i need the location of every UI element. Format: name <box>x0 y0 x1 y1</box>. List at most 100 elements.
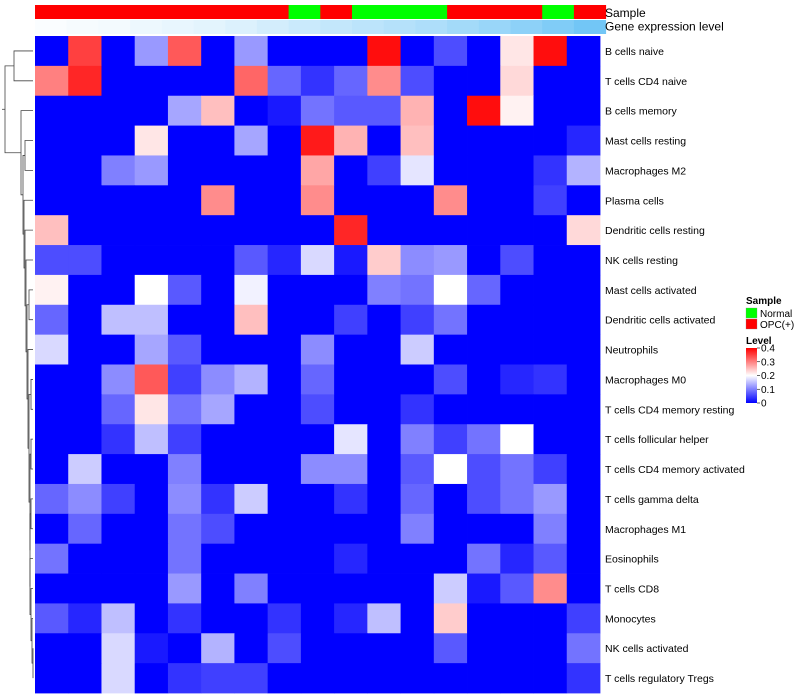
heatmap-cell <box>467 125 501 156</box>
heatmap-cell <box>167 274 202 306</box>
heatmap-cell <box>68 394 102 425</box>
heatmap-cells <box>35 36 601 694</box>
heatmap-cell <box>267 95 302 126</box>
heatmap-cell <box>533 245 568 276</box>
legend-swatch-opc <box>745 318 758 330</box>
heatmap-cell <box>467 155 501 186</box>
heatmap-cell <box>134 543 169 574</box>
dendrogram-branch <box>30 438 33 470</box>
heatmap-cell <box>367 454 401 485</box>
heatmap-cell <box>433 125 468 156</box>
heatmap-cell <box>68 334 102 365</box>
heatmap-cell <box>201 543 235 574</box>
row-label: T cells CD4 memory resting <box>605 404 734 416</box>
heatmap-cell <box>201 663 235 694</box>
heatmap-cell <box>433 633 468 664</box>
heatmap-cell <box>467 394 501 425</box>
heatmap-cell <box>68 155 102 186</box>
heatmap-cell <box>400 543 435 574</box>
heatmap-cell <box>167 36 202 67</box>
heatmap-cell <box>68 573 102 604</box>
heatmap-cell <box>566 573 601 604</box>
heatmap-cell <box>334 364 368 395</box>
heatmap-cell <box>101 245 136 276</box>
heatmap-cell <box>334 543 368 574</box>
heatmap-cell <box>101 95 136 126</box>
heatmap-cell <box>467 573 501 604</box>
heatmap-cell <box>334 334 368 365</box>
heatmap-cell <box>533 543 568 574</box>
heatmap-cell <box>201 125 235 156</box>
heatmap-cell <box>167 215 202 246</box>
heatmap-cell <box>433 274 468 306</box>
heatmap-cell <box>467 633 501 664</box>
heatmap-cell <box>134 633 169 664</box>
sample-annotation-bar <box>35 5 607 19</box>
heatmap-cell <box>467 454 501 485</box>
heatmap-cell <box>566 394 601 425</box>
heatmap-cell <box>400 573 435 604</box>
sample-annotation-cell <box>320 5 353 19</box>
gene-expression-cell <box>573 20 607 34</box>
sample-annotation-cell <box>288 5 321 19</box>
dendrogram-branch <box>30 498 33 530</box>
heatmap-cell <box>201 603 235 634</box>
heatmap-cell <box>234 334 269 365</box>
heatmap-cell <box>267 483 302 515</box>
heatmap-cell <box>533 394 568 425</box>
heatmap-cell <box>167 334 202 365</box>
heatmap-cell <box>201 215 235 246</box>
heatmap-cell <box>400 65 435 97</box>
sample-legend-title: Sample <box>746 296 782 307</box>
heatmap-cell <box>234 304 269 336</box>
legend-label-opc: OPC(+) <box>760 320 794 331</box>
heatmap-cell <box>167 364 202 395</box>
level-tick-label: 0.4 <box>761 344 775 355</box>
gene-expression-cell <box>352 20 385 34</box>
heatmap-cell <box>433 394 468 425</box>
heatmap-cell <box>300 185 335 216</box>
row-dendrogram <box>2 50 34 679</box>
heatmap-cell <box>201 185 235 216</box>
heatmap-cell <box>201 454 235 485</box>
heatmap-cell <box>101 125 136 156</box>
heatmap-cell <box>433 513 468 545</box>
sample-annotation-cell <box>542 5 575 19</box>
heatmap-cell <box>533 573 568 604</box>
heatmap-cell <box>400 36 435 67</box>
heatmap-cell <box>400 155 435 186</box>
heatmap-cell <box>167 95 202 126</box>
heatmap-cell <box>35 245 69 276</box>
row-label: Eosinophils <box>605 554 659 566</box>
heatmap-cell <box>267 513 302 545</box>
gene-expression-cell <box>35 20 68 34</box>
heatmap-cell <box>500 125 534 156</box>
heatmap-cell <box>334 125 368 156</box>
heatmap-cell <box>300 483 335 515</box>
heatmap-cell <box>300 65 335 97</box>
heatmap-cell <box>68 543 102 574</box>
heatmap-cell <box>134 215 169 246</box>
heatmap-cell <box>101 65 136 97</box>
heatmap-cell <box>467 95 501 126</box>
heatmap-cell <box>500 663 534 694</box>
heatmap-cell <box>101 483 136 515</box>
heatmap-cell <box>367 36 401 67</box>
heatmap-cell <box>367 513 401 545</box>
heatmap-cell <box>134 454 169 485</box>
heatmap-cell <box>400 185 435 216</box>
heatmap-cell <box>533 185 568 216</box>
heatmap-cell <box>566 215 601 246</box>
heatmap-cell <box>367 155 401 186</box>
heatmap-cell <box>433 424 468 455</box>
heatmap-cell <box>167 633 202 664</box>
heatmap-cell <box>68 65 102 97</box>
heatmap-cell <box>134 304 169 336</box>
heatmap-cell <box>68 424 102 455</box>
heatmap-cell <box>566 65 601 97</box>
heatmap-cell <box>234 185 269 216</box>
heatmap-cell <box>500 633 534 664</box>
heatmap-cell <box>367 394 401 425</box>
dendrogram-branch <box>29 558 33 616</box>
